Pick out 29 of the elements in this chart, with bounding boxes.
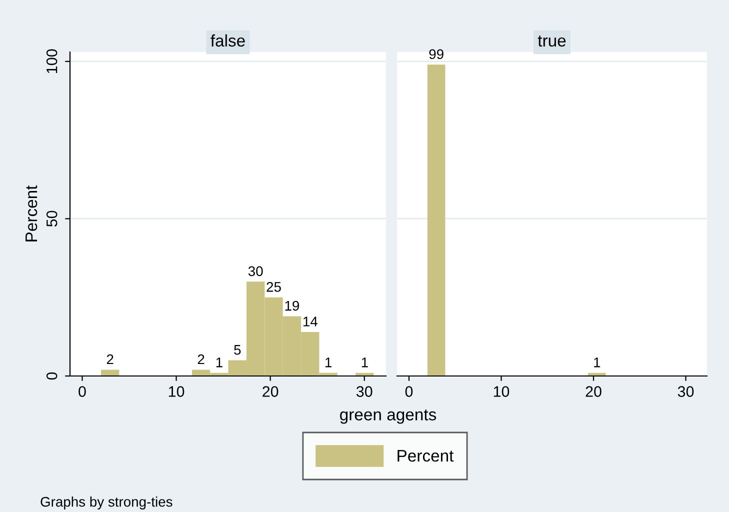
- x-axis-title: green agents: [340, 410, 436, 424]
- data-label: 14: [303, 316, 318, 326]
- data-label: 2: [106, 354, 114, 364]
- x-tick-label: 10: [494, 386, 510, 397]
- x-tick-label: 0: [405, 386, 413, 397]
- x-tick-label: 20: [262, 386, 278, 397]
- x-tick-label: 30: [356, 386, 372, 397]
- data-label: 5: [234, 345, 241, 355]
- x-tick-label: 30: [678, 386, 694, 397]
- data-label: 19: [285, 300, 300, 311]
- chart-title: false: [210, 34, 245, 47]
- data-label: 1: [594, 358, 600, 368]
- x-tick-label: 0: [78, 386, 86, 397]
- data-label: 30: [248, 266, 263, 276]
- y-tick-label: 100: [46, 49, 58, 74]
- text: Graphs by strong-ties: [40, 496, 172, 510]
- data-label: 1: [326, 358, 332, 368]
- data-label: 1: [362, 358, 368, 368]
- y-tick-label: 50: [46, 210, 58, 227]
- x-tick-label: 20: [586, 386, 602, 397]
- data-label: 1: [216, 358, 222, 368]
- y-axis-title: Percent: [26, 185, 38, 242]
- x-tick-label: 10: [168, 386, 184, 397]
- y-tick-label: 0: [46, 372, 58, 380]
- data-label: 25: [266, 282, 281, 292]
- chart-title: true: [538, 36, 566, 47]
- data-label: 2: [198, 354, 204, 364]
- legend-label: Percent: [398, 450, 454, 462]
- data-label: 99: [429, 49, 444, 60]
